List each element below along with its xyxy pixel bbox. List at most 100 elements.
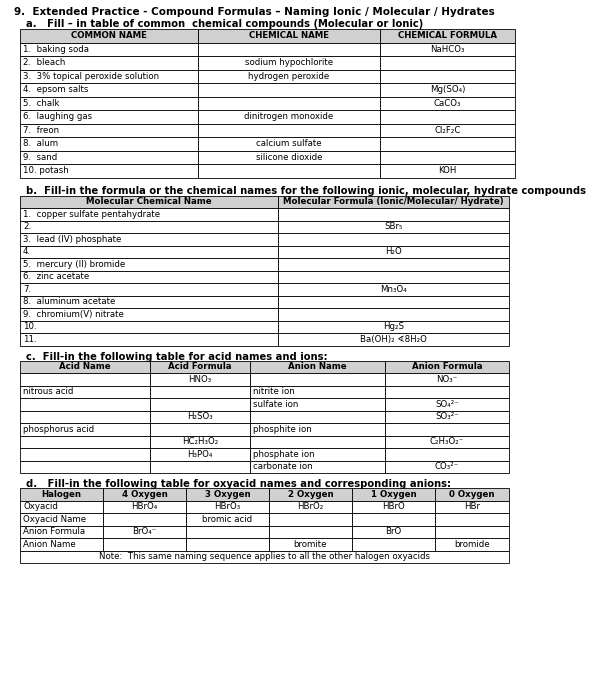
Bar	[20, 321, 278, 333]
Bar	[278, 270, 509, 283]
Bar	[385, 435, 509, 448]
Bar	[198, 164, 380, 178]
Bar	[278, 195, 509, 208]
Text: 2 Oxygen: 2 Oxygen	[288, 490, 333, 498]
Bar	[380, 164, 515, 178]
Text: 2.  bleach: 2. bleach	[23, 58, 66, 67]
Text: 8.  aluminum acetate: 8. aluminum acetate	[23, 298, 115, 307]
Text: hydrogen peroxide: hydrogen peroxide	[248, 72, 330, 80]
Text: b.  Fill-in the formula or the chemical names for the following ionic, molecular: b. Fill-in the formula or the chemical n…	[26, 186, 586, 195]
Bar	[198, 137, 380, 150]
Bar	[20, 295, 278, 308]
Bar	[103, 538, 186, 550]
Bar	[20, 513, 103, 526]
Bar	[20, 448, 150, 461]
Bar	[20, 308, 278, 321]
Bar	[150, 373, 250, 386]
Text: Acid Name: Acid Name	[59, 363, 111, 371]
Bar	[20, 373, 150, 386]
Bar	[150, 448, 250, 461]
Bar	[380, 97, 515, 110]
Text: HNO₃: HNO₃	[189, 374, 212, 384]
Bar	[20, 526, 103, 538]
Bar	[380, 150, 515, 164]
Bar	[278, 246, 509, 258]
Bar	[103, 513, 186, 526]
Bar	[20, 220, 278, 233]
Bar	[20, 123, 198, 137]
Text: Hg₂S: Hg₂S	[383, 322, 404, 331]
Bar	[20, 56, 198, 69]
Bar	[250, 410, 385, 423]
Text: BrO₄⁻: BrO₄⁻	[132, 527, 157, 536]
Text: BrO: BrO	[385, 527, 402, 536]
Bar	[186, 538, 269, 550]
Text: carbonate ion: carbonate ion	[253, 462, 313, 471]
Bar	[269, 488, 352, 500]
Text: 10. potash: 10. potash	[23, 167, 69, 175]
Bar	[20, 386, 150, 398]
Text: Anion Name: Anion Name	[288, 363, 347, 371]
Bar	[186, 513, 269, 526]
Text: phosphorus acid: phosphorus acid	[23, 425, 94, 434]
Bar	[385, 386, 509, 398]
Bar	[278, 283, 509, 295]
Bar	[278, 258, 509, 270]
Text: 5.  chalk: 5. chalk	[23, 99, 60, 108]
Bar	[198, 123, 380, 137]
Bar	[385, 461, 509, 473]
Bar	[103, 488, 186, 500]
Text: Anion Formula: Anion Formula	[23, 527, 85, 536]
Bar	[20, 195, 278, 208]
Bar	[198, 97, 380, 110]
Text: a.   Fill – in table of common  chemical compounds (Molecular or Ionic): a. Fill – in table of common chemical co…	[26, 19, 423, 29]
Bar	[278, 333, 509, 346]
Text: HBrO₄: HBrO₄	[131, 503, 158, 511]
Bar	[278, 308, 509, 321]
Bar	[150, 461, 250, 473]
Text: 1.  copper sulfate pentahydrate: 1. copper sulfate pentahydrate	[23, 210, 160, 218]
Bar	[278, 220, 509, 233]
Text: H₃PO₄: H₃PO₄	[187, 450, 213, 459]
Bar	[435, 488, 509, 500]
Text: calcium sulfate: calcium sulfate	[256, 139, 322, 148]
Bar	[278, 233, 509, 246]
Text: HBrO₂: HBrO₂	[297, 503, 324, 511]
Text: Molecular Chemical Name: Molecular Chemical Name	[86, 197, 212, 206]
Text: 3.  3% topical peroxide solution: 3. 3% topical peroxide solution	[23, 72, 159, 80]
Bar	[198, 43, 380, 56]
Text: H₂O: H₂O	[385, 247, 402, 256]
Text: H₂SO₃: H₂SO₃	[187, 412, 213, 421]
Text: SBr₅: SBr₅	[384, 223, 402, 231]
Text: bromide: bromide	[454, 540, 490, 549]
Bar	[20, 360, 150, 373]
Bar	[20, 233, 278, 246]
Bar	[150, 423, 250, 435]
Text: 1 Oxygen: 1 Oxygen	[371, 490, 416, 498]
Bar	[103, 500, 186, 513]
Text: 7.: 7.	[23, 285, 31, 294]
Bar	[352, 526, 435, 538]
Bar	[20, 69, 198, 83]
Bar	[20, 410, 150, 423]
Bar	[352, 488, 435, 500]
Text: Mn₃O₄: Mn₃O₄	[380, 285, 407, 294]
Bar	[380, 43, 515, 56]
Text: bromic acid: bromic acid	[203, 514, 252, 524]
Text: CaCO₃: CaCO₃	[434, 99, 461, 108]
Bar	[20, 423, 150, 435]
Bar	[150, 398, 250, 410]
Bar	[250, 398, 385, 410]
Text: 3.  lead (IV) phosphate: 3. lead (IV) phosphate	[23, 234, 121, 244]
Bar	[250, 423, 385, 435]
Bar	[20, 29, 198, 43]
Bar	[380, 137, 515, 150]
Text: Molecular Formula (Ionic/Molecular/ Hydrate): Molecular Formula (Ionic/Molecular/ Hydr…	[283, 197, 504, 206]
Bar	[385, 398, 509, 410]
Bar	[278, 321, 509, 333]
Text: d.   Fill-in the following table for oxyacid names and corresponding anions:: d. Fill-in the following table for oxyac…	[26, 479, 451, 489]
Bar	[186, 500, 269, 513]
Text: Ba(OH)₂ ∢8H₂O: Ba(OH)₂ ∢8H₂O	[360, 335, 427, 344]
Text: Anion Formula: Anion Formula	[412, 363, 482, 371]
Text: 7.  freon: 7. freon	[23, 126, 59, 134]
